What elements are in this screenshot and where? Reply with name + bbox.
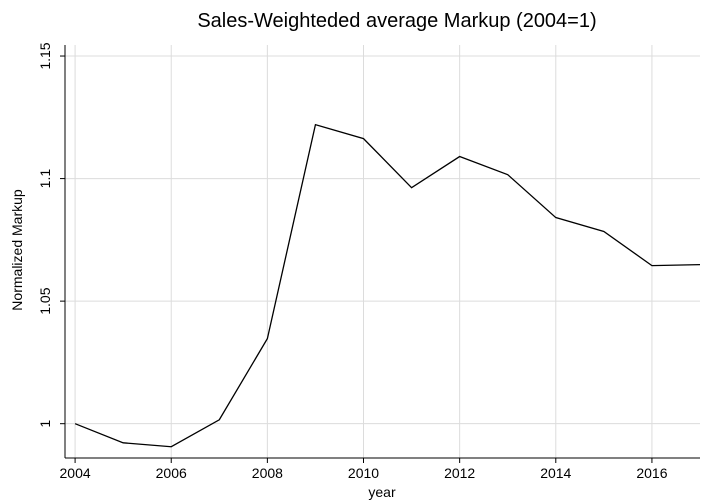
x-tick-label: 2010 [348, 465, 379, 481]
y-tick-label: 1.15 [37, 42, 53, 69]
x-tick-label: 2004 [60, 465, 91, 481]
data-line [74, 123, 701, 448]
y-tick-label: 1 [37, 420, 53, 428]
x-tick-label: 2008 [252, 465, 283, 481]
x-tick-label: 2006 [156, 465, 187, 481]
chart-title: Sales-Weighteded average Markup (2004=1) [197, 10, 596, 32]
x-tick-label: 2016 [636, 465, 667, 481]
x-tick-label: 2014 [540, 465, 571, 481]
y-axis-label: Normalized Markup [9, 189, 25, 311]
y-tick-label: 1.1 [37, 169, 53, 189]
x-tick-label: 2012 [444, 465, 475, 481]
y-tick-label: 1.05 [37, 287, 53, 314]
x-axis-label: year [368, 484, 396, 500]
